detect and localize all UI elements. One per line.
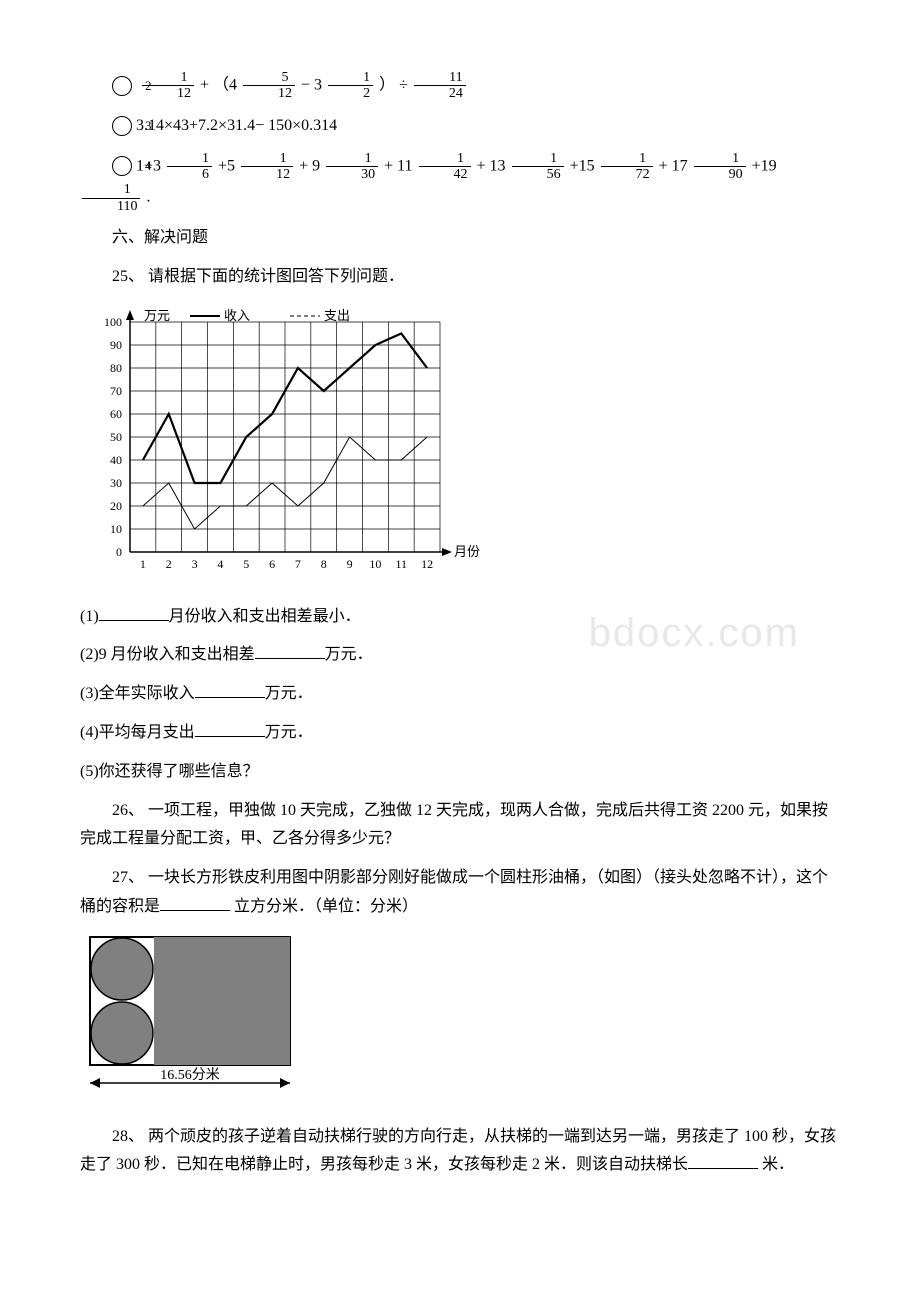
svg-text:70: 70 <box>110 384 122 398</box>
svg-text:4: 4 <box>217 557 223 571</box>
cylinder-figure: 16.56分米 <box>80 932 840 1113</box>
svg-text:100: 100 <box>104 315 122 329</box>
svg-text:60: 60 <box>110 407 122 421</box>
expr-2: 2 112 + （4 512 − 3 12 ） ÷ 1124 <box>80 70 840 102</box>
svg-text:1: 1 <box>140 557 146 571</box>
blank-6 <box>688 1152 758 1169</box>
svg-text:80: 80 <box>110 361 122 375</box>
svg-text:12: 12 <box>421 557 433 571</box>
svg-text:3: 3 <box>192 557 198 571</box>
svg-text:10: 10 <box>110 522 122 536</box>
circled-2: 2 <box>112 76 132 96</box>
blank-2 <box>255 642 325 659</box>
frac-1-30: 130 <box>326 151 378 183</box>
frac-1-72: 172 <box>601 151 653 183</box>
blank-1 <box>99 604 169 621</box>
svg-text:10: 10 <box>369 557 381 571</box>
frac-1-2: 12 <box>328 70 373 102</box>
q28: 28、 两个顽皮的孩子逆着自动扶梯行驶的方向行走，从扶梯的一端到达另一端，男孩走… <box>80 1123 840 1181</box>
q25-p3: (3)全年实际收入万元． <box>80 680 840 709</box>
chart-svg: 0102030405060708090100123456789101112万元月… <box>80 302 480 582</box>
expr-3-text: 3.14×43+7.2×31.4− 150×0.314 <box>136 117 337 134</box>
blank-5 <box>160 894 230 911</box>
income-expense-chart: 0102030405060708090100123456789101112万元月… <box>80 302 840 593</box>
q27: 27、 一块长方形铁皮利用图中阴影部分刚好能做成一个圆柱形油桶，（如图）（接头处… <box>80 864 840 922</box>
q25-p5: (5)你还获得了哪些信息？ <box>80 758 840 787</box>
frac-1-42: 142 <box>419 151 471 183</box>
q25-p1: (1)月份收入和支出相差最小． bdocx.com <box>80 603 840 632</box>
svg-text:20: 20 <box>110 499 122 513</box>
svg-text:5: 5 <box>243 557 249 571</box>
svg-text:月份: 月份 <box>454 544 480 559</box>
mid-c: ） ÷ <box>379 77 412 94</box>
q25-p2: (2)9 月份收入和支出相差万元． <box>80 641 840 670</box>
circled-3: 3 <box>112 116 132 136</box>
blank-3 <box>195 681 265 698</box>
svg-text:2: 2 <box>166 557 172 571</box>
svg-text:8: 8 <box>321 557 327 571</box>
frac-1-56: 156 <box>512 151 564 183</box>
q25-title: 25、 请根据下面的统计图回答下列问题． <box>80 263 840 292</box>
svg-text:16.56分米: 16.56分米 <box>160 1067 220 1083</box>
q25-p4: (4)平均每月支出万元． <box>80 719 840 748</box>
frac-1-12b: 112 <box>241 151 293 183</box>
frac-5-12: 512 <box>243 70 295 102</box>
frac-1-110: 1110 <box>82 182 140 214</box>
expr-3: 33.14×43+7.2×31.4− 150×0.314 <box>80 112 840 141</box>
svg-text:90: 90 <box>110 338 122 352</box>
svg-text:0: 0 <box>116 545 122 559</box>
svg-text:6: 6 <box>269 557 275 571</box>
svg-text:支出: 支出 <box>324 308 350 323</box>
frac-1-6: 16 <box>167 151 212 183</box>
svg-text:万元: 万元 <box>144 308 170 323</box>
frac-1-90: 190 <box>694 151 746 183</box>
frac-1-12: 112 <box>142 70 194 102</box>
svg-text:7: 7 <box>295 557 301 571</box>
blank-4 <box>195 720 265 737</box>
svg-text:11: 11 <box>395 557 407 571</box>
cylinder-svg: 16.56分米 <box>80 932 310 1102</box>
mid-b: − 3 <box>301 77 322 94</box>
expr-4: 41+3 16 +5 112 + 9 130 + 11 142 + 13 156… <box>80 151 840 215</box>
circled-4: 4 <box>112 156 132 176</box>
svg-text:50: 50 <box>110 430 122 444</box>
q26: 26、 一项工程，甲独做 10 天完成，乙独做 12 天完成，现两人合做，完成后… <box>80 797 840 855</box>
svg-text:30: 30 <box>110 476 122 490</box>
svg-text:收入: 收入 <box>224 308 250 323</box>
section-6: 六、解决问题 <box>80 224 840 253</box>
frac-11-24: 1124 <box>414 70 466 102</box>
mid-a: + （4 <box>200 77 241 94</box>
svg-text:40: 40 <box>110 453 122 467</box>
svg-text:9: 9 <box>347 557 353 571</box>
